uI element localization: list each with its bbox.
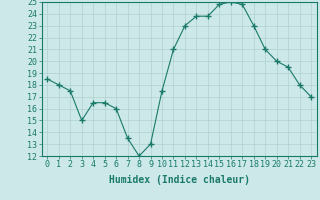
X-axis label: Humidex (Indice chaleur): Humidex (Indice chaleur) — [109, 175, 250, 185]
